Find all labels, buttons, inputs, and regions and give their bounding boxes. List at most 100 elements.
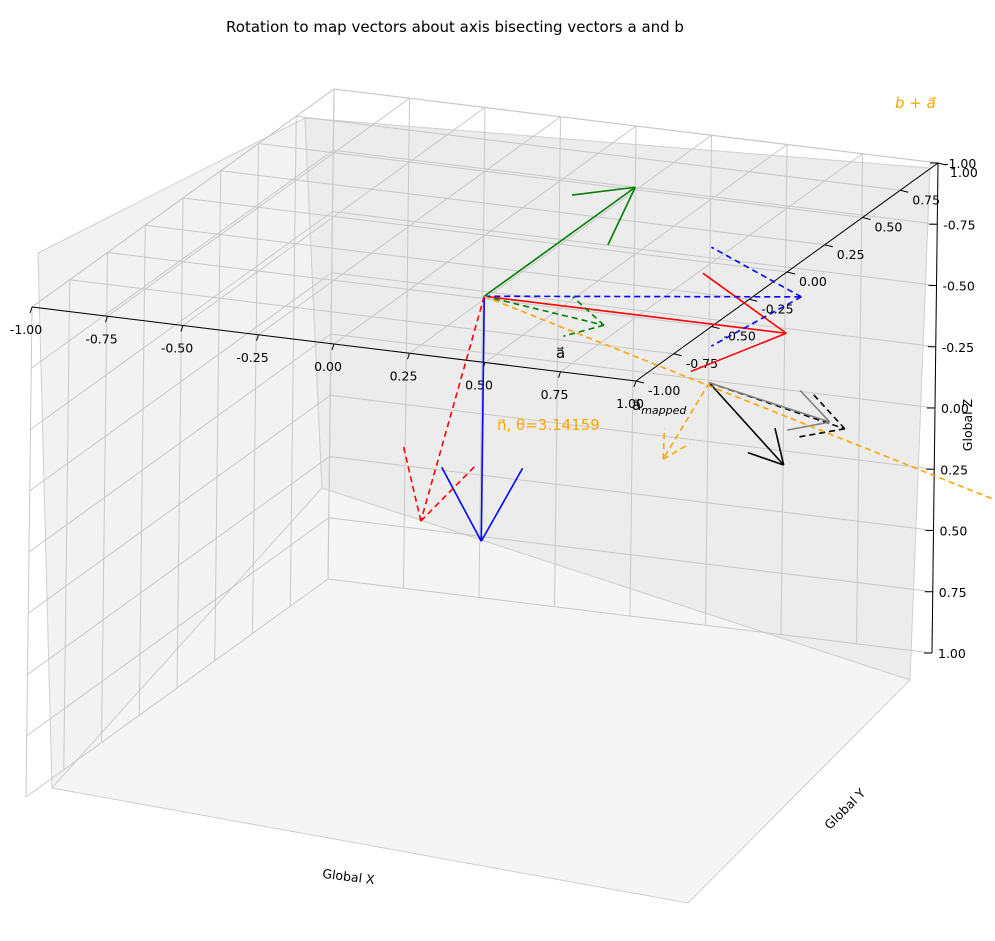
vector-head (401, 443, 422, 522)
grid-back-z (328, 517, 933, 593)
grid-floor-y (182, 197, 788, 273)
vector-b+a (483, 295, 995, 501)
y-tick-label: 0.25 (837, 247, 865, 262)
vector-shaft (420, 296, 486, 522)
z-tick-label: 0.25 (940, 462, 968, 477)
y-tick-mark (749, 298, 758, 302)
vector-head (710, 296, 802, 347)
vector-head (572, 296, 605, 326)
x-tick-label: 1.00 (616, 396, 644, 411)
x-tick-label: 0.25 (390, 368, 418, 383)
x-tick-label: -0.50 (161, 341, 193, 356)
vector-y-axis (483, 186, 636, 297)
label-b-plus-a: b + a⃗ (895, 94, 936, 112)
z-axis-label: Global Z (960, 399, 975, 451)
y-tick-mark (711, 326, 720, 329)
x-tick-mark (105, 316, 108, 323)
y-tick-mark (937, 162, 947, 166)
label-a: a⃗ (556, 344, 565, 362)
x-tick-label: 0.00 (314, 359, 342, 374)
vector-y-mapped (484, 295, 605, 338)
vector-head (563, 324, 605, 338)
vector-head (607, 186, 636, 246)
z-tick-label: 0.75 (939, 585, 967, 600)
vector-head (420, 463, 478, 522)
grid-left-y (289, 116, 297, 607)
y-tick-label: 0.75 (912, 192, 940, 207)
x-tick-label: -1.00 (10, 322, 42, 337)
tick-labels: -1.00 -1.00 -1.00 -0.75 -0.75 -0.75 -0.50 -0.50… (10, 156, 978, 661)
y-tick-mark (673, 353, 682, 357)
x-tick-mark (180, 325, 184, 332)
grid-floor-y (220, 170, 825, 246)
grid-back-x (856, 153, 863, 644)
grid-left-z (26, 517, 330, 737)
vector-head (796, 428, 845, 439)
vector-z-mapped (484, 246, 802, 347)
vector-n (662, 382, 710, 460)
x-tick-label: 0.50 (465, 378, 493, 393)
vector-shaft (484, 295, 787, 335)
z-tick-label: -0.75 (943, 217, 975, 232)
vector-head (662, 443, 691, 460)
grid-floor-y (296, 115, 901, 191)
vector-shaft (480, 296, 486, 542)
vectors (401, 186, 995, 542)
x-tick-mark (256, 334, 259, 341)
y-tick-mark (786, 271, 796, 275)
vector-head (799, 389, 831, 423)
vector-shaft (483, 295, 995, 501)
grid-back-z (330, 394, 935, 470)
z-tick-label: 0.50 (940, 524, 968, 539)
x-tick-label: -0.25 (236, 350, 268, 365)
vector-shaft (709, 381, 830, 423)
y-tick-label: 0.50 (875, 220, 903, 235)
y-tick-mark (824, 244, 833, 248)
x-tick-label: -0.75 (85, 331, 117, 346)
grid-left-z (27, 456, 330, 675)
grid-back-x (780, 144, 788, 635)
vector-head (690, 332, 787, 373)
grid-back-x (705, 135, 712, 626)
grid-floor-x (484, 144, 788, 363)
chart-title: Rotation to map vectors about axis bisec… (226, 18, 684, 36)
grid-floor-x (560, 153, 863, 373)
y-axis-label: Global Y (821, 785, 868, 832)
z-tick-label: 0.00 (941, 401, 969, 416)
x-tick-mark (331, 343, 335, 351)
grid-left-y (252, 143, 259, 634)
vector-b (709, 381, 831, 431)
y-tick-label: -1.00 (648, 383, 680, 398)
grid-floor-y (333, 88, 939, 164)
vector-z-axis (441, 296, 524, 542)
y-tick-label: 0.00 (799, 274, 827, 289)
grid-left-y (214, 170, 222, 661)
vector-head (774, 427, 785, 466)
y-tick-label: -0.50 (724, 329, 756, 344)
vector-shaft (483, 186, 636, 297)
x-tick-label: 0.75 (541, 387, 569, 402)
vector-head (711, 246, 802, 298)
x-tick-mark (558, 371, 561, 378)
vector-shaft (708, 382, 785, 466)
vector-head (702, 272, 787, 334)
vector-x-mapped (401, 296, 486, 522)
grid-left-y (327, 88, 335, 580)
vector-head (811, 392, 846, 430)
grid-back-z (330, 333, 936, 409)
y-tick-label: -0.75 (686, 356, 718, 371)
vector-shaft (484, 295, 605, 326)
z-tick-label: 1.00 (938, 646, 966, 661)
vector-head (747, 451, 784, 466)
vector-labels: a⃗ a⃗mapped n⃗, θ=3.14159 b + a⃗ (497, 94, 936, 434)
vector-x-axis (484, 272, 787, 373)
y-tick-label: -0.25 (761, 301, 793, 316)
grid-floor-y (258, 143, 863, 218)
grid-left-z (25, 578, 329, 798)
vector-shaft (484, 295, 802, 298)
axes (29, 162, 947, 654)
z-tick-label: -0.25 (942, 340, 974, 355)
vector-head (786, 421, 830, 431)
x-tick-mark (633, 380, 637, 388)
